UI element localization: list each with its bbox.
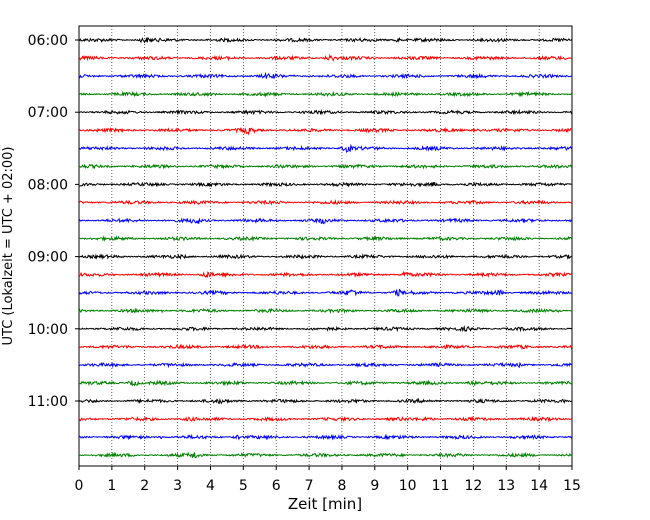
x-tick-label: 2 [140,478,149,494]
y-tick-label: 08:00 [28,177,68,193]
x-tick-label: 14 [530,478,548,494]
x-tick-label: 15 [563,478,581,494]
trace-layer [78,36,573,459]
x-tick-label: 9 [370,478,379,494]
x-tick-label: 13 [497,478,515,494]
trace-0830 [78,217,573,225]
trace-0900 [78,253,573,261]
trace-0700 [78,108,573,116]
trace-0930 [78,288,573,297]
x-tick-label: 0 [75,478,84,494]
trace-1015 [78,343,573,351]
x-tick-label: 10 [399,478,417,494]
grid-lines [111,26,540,466]
y-tick-label: 09:00 [28,250,68,266]
y-ticks: 06:00 07:00 08:00 09:00 10:00 11:00 [28,33,79,410]
trace-1130 [78,433,573,441]
x-tick-label: 5 [239,478,248,494]
y-tick-label: 11:00 [28,394,68,410]
trace-1145 [78,451,573,459]
y-axis-title: UTC (Lokalzeit = UTC + 02:00) [1,147,16,346]
y-tick-label: 10:00 [28,322,68,338]
trace-0915 [78,270,573,279]
x-tick-label: 8 [337,478,346,494]
y-tick-label: 06:00 [28,33,68,49]
trace-0845 [78,235,573,242]
trace-0715 [78,126,573,136]
trace-0745 [78,163,573,170]
x-tick-label: 11 [432,478,450,494]
x-tick-label: 6 [272,478,281,494]
trace-1030 [78,361,573,369]
trace-0815 [78,199,573,206]
x-tick-label: 3 [173,478,182,494]
plot-frame [78,25,573,467]
trace-1115 [78,415,573,423]
x-tick-label: 4 [206,478,215,494]
trace-0800 [78,181,573,188]
trace-1045 [78,379,573,387]
trace-1000 [78,324,573,333]
trace-0730 [78,143,573,153]
x-axis-title: Zeit [min] [288,495,362,513]
x-ticks: 0 1 2 3 4 5 6 7 8 9 10 11 12 13 14 15 [75,466,581,494]
trace-0630 [78,71,573,80]
y-tick-label: 07:00 [28,105,68,121]
trace-0615 [78,53,573,62]
x-tick-label: 7 [305,478,314,494]
trace-0600 [79,36,573,44]
trace-1100 [78,397,573,405]
x-tick-label: 1 [107,478,116,494]
trace-0945 [78,307,573,315]
trace-0645 [78,90,573,98]
x-tick-label: 12 [464,478,482,494]
